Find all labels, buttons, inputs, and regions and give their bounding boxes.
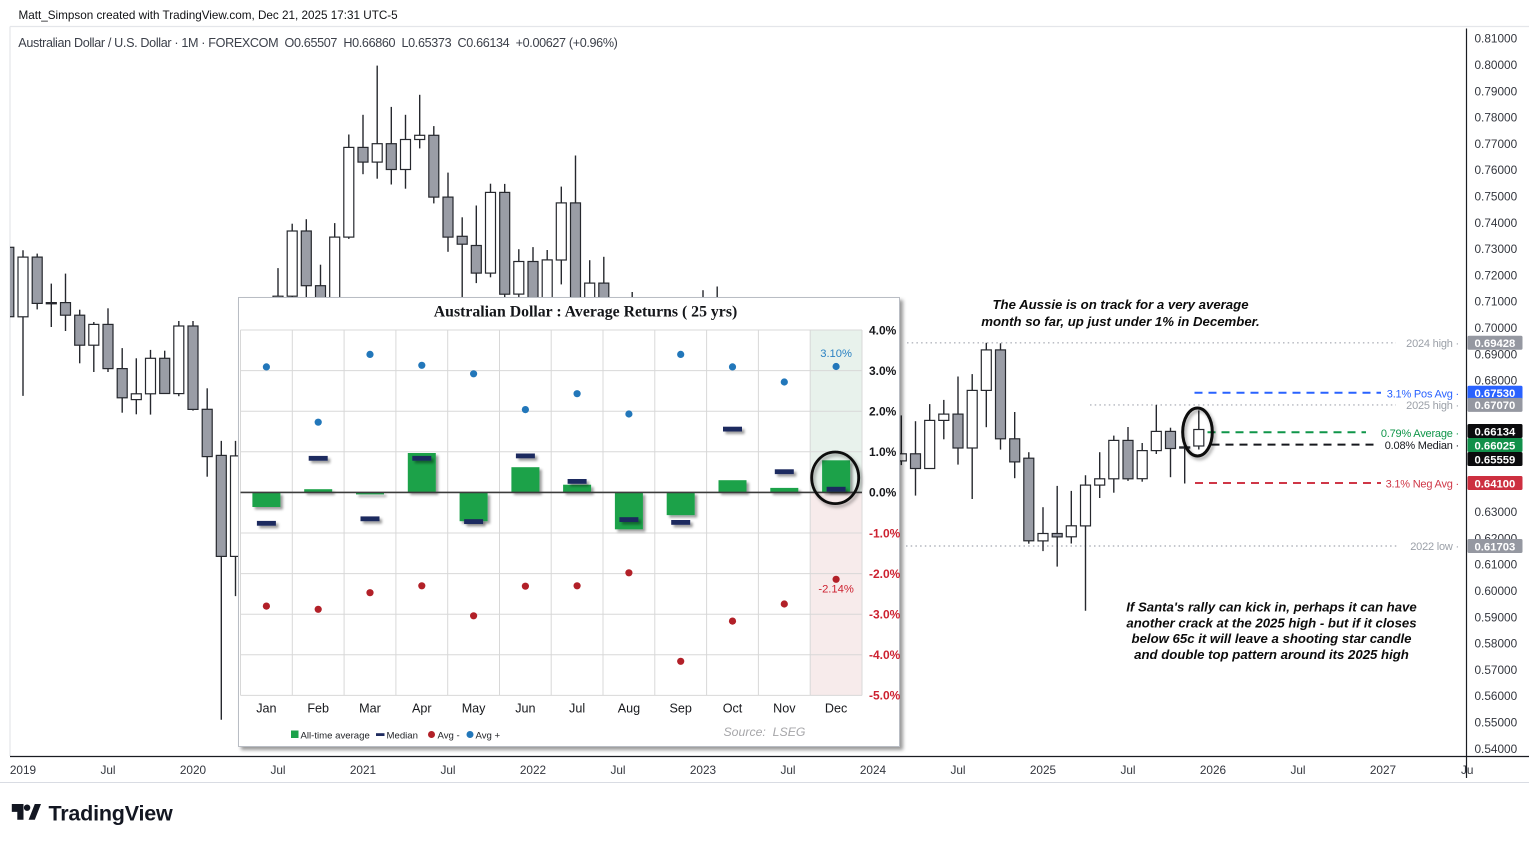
svg-text:0.08% Median ·: 0.08% Median ·: [1385, 440, 1459, 452]
svg-text:3.0%: 3.0%: [869, 364, 897, 378]
svg-text:2027: 2027: [1370, 763, 1396, 777]
svg-text:Australian Dollar : Average Re: Australian Dollar : Average Returns ( 25…: [434, 304, 737, 321]
svg-text:Jun: Jun: [515, 702, 535, 716]
svg-text:Jul: Jul: [569, 702, 585, 716]
svg-text:0.79000: 0.79000: [1475, 84, 1518, 98]
svg-text:2019: 2019: [10, 763, 36, 777]
svg-text:Jan: Jan: [256, 702, 276, 716]
svg-text:Oct: Oct: [723, 702, 743, 716]
svg-text:below 65c it will leave a shoo: below 65c it will leave a shooting star …: [1132, 631, 1412, 646]
svg-text:The Aussie is on track for a v: The Aussie is on track for a very averag…: [992, 297, 1248, 312]
svg-text:2022 low ·: 2022 low ·: [1410, 541, 1459, 553]
svg-text:0.54000: 0.54000: [1475, 742, 1518, 756]
svg-text:Jul: Jul: [1290, 763, 1305, 777]
svg-text:2026: 2026: [1200, 763, 1227, 777]
svg-text:month so far, up just under 1%: month so far, up just under 1% in Decemb…: [981, 314, 1259, 329]
svg-text:0.64100: 0.64100: [1475, 478, 1516, 490]
svg-text:Australian Dollar / U.S. Dolla: Australian Dollar / U.S. Dollar · 1M · F…: [18, 36, 617, 50]
svg-text:0.68000: 0.68000: [1475, 374, 1518, 388]
svg-text:0.65559: 0.65559: [1475, 454, 1516, 466]
svg-text:3.10%: 3.10%: [820, 348, 852, 360]
svg-text:2020: 2020: [180, 763, 207, 777]
svg-text:2023: 2023: [690, 763, 717, 777]
svg-text:0.61703: 0.61703: [1475, 541, 1516, 553]
svg-text:4.0%: 4.0%: [869, 323, 897, 337]
svg-text:0.61000: 0.61000: [1475, 558, 1518, 572]
svg-text:2022: 2022: [520, 763, 546, 777]
svg-text:If Santa's rally can kick in,: If Santa's rally can kick in, perhaps it…: [1126, 600, 1416, 615]
svg-text:another crack at the 2025 high: another crack at the 2025 high - but if …: [1126, 615, 1416, 630]
svg-text:0.60000: 0.60000: [1475, 584, 1518, 598]
svg-text:Median: Median: [387, 731, 418, 742]
svg-text:0.0%: 0.0%: [869, 486, 897, 500]
svg-text:0.72000: 0.72000: [1475, 268, 1518, 282]
svg-text:0.74000: 0.74000: [1475, 216, 1518, 230]
svg-text:Dec: Dec: [825, 702, 847, 716]
svg-text:0.56000: 0.56000: [1475, 689, 1518, 703]
svg-text:Jul: Jul: [610, 763, 625, 777]
svg-text:2024: 2024: [860, 763, 887, 777]
svg-text:0.67070: 0.67070: [1475, 400, 1516, 412]
svg-text:0.69000: 0.69000: [1475, 347, 1518, 361]
svg-text:Avg -: Avg -: [438, 731, 460, 742]
svg-text:All-time average: All-time average: [301, 731, 370, 742]
svg-text:-2.14%: -2.14%: [818, 584, 853, 596]
svg-text:Jul: Jul: [440, 763, 455, 777]
svg-text:0.66134: 0.66134: [1475, 426, 1517, 438]
svg-text:3.1% Pos Avg ·: 3.1% Pos Avg ·: [1387, 388, 1459, 400]
svg-text:2025: 2025: [1030, 763, 1057, 777]
svg-text:0.78000: 0.78000: [1475, 111, 1518, 125]
svg-text:Aug: Aug: [618, 702, 640, 716]
svg-text:Mar: Mar: [359, 702, 381, 716]
svg-text:Sep: Sep: [669, 702, 691, 716]
svg-text:0.71000: 0.71000: [1475, 295, 1518, 309]
svg-text:0.76000: 0.76000: [1475, 163, 1518, 177]
svg-text:May: May: [462, 702, 486, 716]
svg-text:TradingView: TradingView: [49, 802, 174, 826]
svg-text:0.55000: 0.55000: [1475, 716, 1518, 730]
svg-text:2021: 2021: [350, 763, 376, 777]
svg-text:0.75000: 0.75000: [1475, 190, 1518, 204]
svg-text:Feb: Feb: [307, 702, 329, 716]
svg-text:0.69428: 0.69428: [1475, 338, 1516, 350]
svg-text:0.66025: 0.66025: [1475, 440, 1516, 452]
svg-text:0.58000: 0.58000: [1475, 637, 1518, 651]
svg-text:2.0%: 2.0%: [869, 405, 897, 419]
svg-text:0.63000: 0.63000: [1475, 505, 1518, 519]
svg-text:Avg +: Avg +: [476, 731, 501, 742]
svg-text:2024 high ·: 2024 high ·: [1406, 338, 1459, 350]
svg-text:Ju: Ju: [1461, 763, 1473, 777]
svg-text:Jul: Jul: [1120, 763, 1135, 777]
svg-text:Source: LSEG: Source: LSEG: [723, 725, 805, 739]
svg-text:0.70000: 0.70000: [1475, 321, 1518, 335]
svg-text:Jul: Jul: [780, 763, 795, 777]
svg-text:-3.0%: -3.0%: [869, 608, 901, 622]
svg-text:Jul: Jul: [100, 763, 115, 777]
svg-text:Jul: Jul: [950, 763, 965, 777]
svg-text:Jul: Jul: [270, 763, 285, 777]
svg-text:-2.0%: -2.0%: [869, 567, 901, 581]
svg-text:0.67530: 0.67530: [1475, 388, 1516, 400]
svg-text:Apr: Apr: [412, 702, 432, 716]
svg-text:and double top pattern around: and double top pattern around its 2025 h…: [1134, 647, 1409, 662]
svg-text:0.79% Average ·: 0.79% Average ·: [1381, 428, 1459, 440]
svg-text:-4.0%: -4.0%: [869, 648, 901, 662]
svg-text:0.73000: 0.73000: [1475, 242, 1518, 256]
svg-text:0.81000: 0.81000: [1475, 32, 1518, 46]
svg-text:-1.0%: -1.0%: [869, 526, 901, 540]
svg-text:1.0%: 1.0%: [869, 445, 897, 459]
svg-text:0.77000: 0.77000: [1475, 137, 1518, 151]
svg-text:0.59000: 0.59000: [1475, 610, 1518, 624]
svg-text:2025 high ·: 2025 high ·: [1406, 400, 1459, 412]
svg-text:0.57000: 0.57000: [1475, 663, 1518, 677]
svg-text:3.1% Neg Avg ·: 3.1% Neg Avg ·: [1386, 479, 1459, 491]
svg-text:0.80000: 0.80000: [1475, 58, 1518, 72]
svg-text:-5.0%: -5.0%: [869, 689, 901, 703]
svg-text:Nov: Nov: [773, 702, 796, 716]
svg-text:Matt_Simpson created with Trad: Matt_Simpson created with TradingView.co…: [19, 9, 399, 22]
